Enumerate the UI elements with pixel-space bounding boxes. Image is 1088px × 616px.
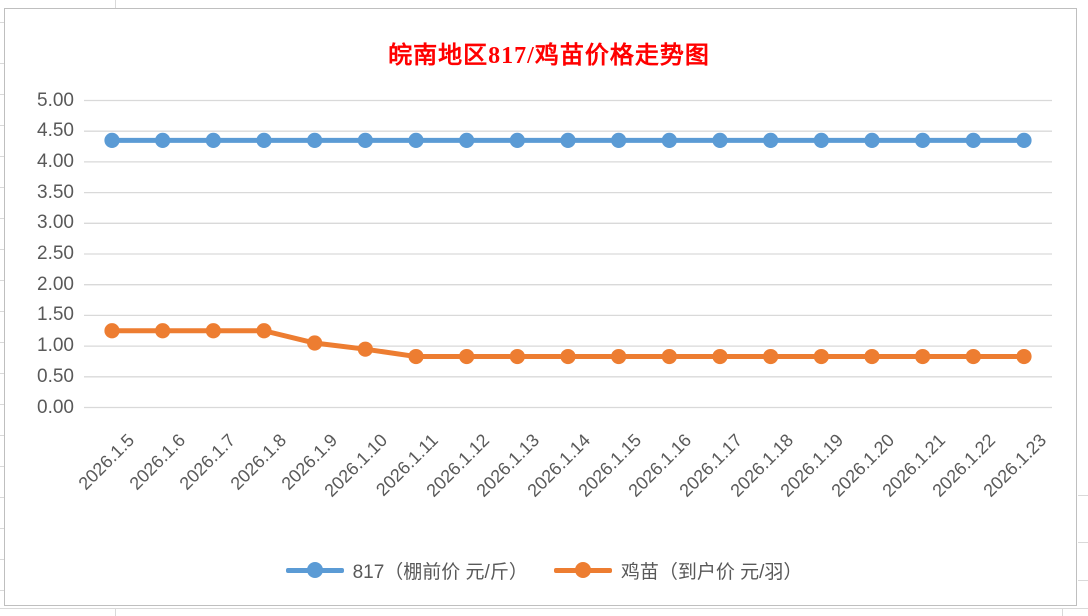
series-marker[interactable] <box>155 132 171 149</box>
series-marker[interactable] <box>864 132 880 149</box>
chart-title: 皖南地区817/鸡苗价格走势图 <box>388 43 710 69</box>
y-axis-tick-label: 4.50 <box>37 120 74 142</box>
series-marker[interactable] <box>1016 132 1032 149</box>
series-marker[interactable] <box>1016 348 1032 365</box>
cell-gridline <box>0 63 4 64</box>
series-marker[interactable] <box>965 132 981 149</box>
legend-marker-jimiao-line-icon <box>553 562 612 578</box>
y-axis-tick-label: 0.50 <box>37 365 74 387</box>
cell-gridline <box>0 156 4 157</box>
series-marker[interactable] <box>864 348 880 365</box>
cell-gridline <box>0 466 4 467</box>
cell-gridline <box>0 125 4 126</box>
cell-gridline <box>0 373 4 374</box>
y-axis-tick-label: 4.00 <box>37 150 74 172</box>
series-marker[interactable] <box>357 341 373 357</box>
series-marker[interactable] <box>763 132 779 149</box>
series-marker[interactable] <box>965 348 981 365</box>
cell-gridline <box>0 404 4 405</box>
cell-gridline <box>1078 580 1088 581</box>
cell-gridline <box>115 0 116 8</box>
series-marker[interactable] <box>155 323 171 339</box>
series-marker[interactable] <box>256 132 272 149</box>
y-axis-tick-label: 2.00 <box>37 273 74 295</box>
series-marker[interactable] <box>104 132 120 149</box>
cell-gridline <box>0 311 4 312</box>
series-marker[interactable] <box>813 348 829 365</box>
cell-gridline <box>115 608 116 616</box>
y-axis-tick-label: 5.00 <box>37 89 74 111</box>
series-marker[interactable] <box>408 132 424 149</box>
chart-legend: 817（棚前价 元/斤） 鸡苗（到户价 元/羽） <box>0 556 1088 584</box>
series-marker[interactable] <box>459 348 475 365</box>
series-marker[interactable] <box>712 348 728 365</box>
series-marker[interactable] <box>712 132 728 149</box>
series-marker[interactable] <box>104 323 120 339</box>
y-axis-tick-label: 2.50 <box>37 243 74 264</box>
series-marker[interactable] <box>560 348 576 365</box>
cell-gridline <box>0 94 4 95</box>
cell-gridline <box>0 528 4 529</box>
series-marker[interactable] <box>611 132 627 149</box>
series-marker[interactable] <box>509 348 525 365</box>
cell-gridline <box>0 608 1088 609</box>
cell-gridline <box>0 218 4 219</box>
legend-label-817: 817（棚前价 元/斤） <box>352 561 528 583</box>
cell-gridline <box>0 559 4 560</box>
cell-gridline <box>0 590 4 591</box>
series-marker[interactable] <box>509 132 525 149</box>
series-marker[interactable] <box>763 348 779 365</box>
legend-marker-817-line-icon <box>285 562 344 578</box>
cell-gridline <box>0 22 4 23</box>
series-marker[interactable] <box>915 132 931 149</box>
y-axis-tick-label: 0.00 <box>37 396 74 418</box>
series-marker[interactable] <box>205 132 221 149</box>
series-marker[interactable] <box>256 323 272 339</box>
series-marker[interactable] <box>408 348 424 365</box>
series-marker[interactable] <box>611 348 627 365</box>
legend-item-jimiao[interactable]: 鸡苗（到户价 元/羽） <box>553 557 803 584</box>
cell-gridline <box>0 249 4 250</box>
series-marker[interactable] <box>661 348 677 365</box>
cell-gridline <box>0 187 4 188</box>
cell-gridline <box>0 497 4 498</box>
legend-label-jimiao: 鸡苗（到户价 元/羽） <box>620 561 803 583</box>
y-axis-tick-label: 1.00 <box>37 335 74 357</box>
legend-dot-icon <box>306 562 323 578</box>
legend-item-817[interactable]: 817（棚前价 元/斤） <box>285 557 528 584</box>
cell-gridline <box>0 280 4 281</box>
series-marker[interactable] <box>661 132 677 149</box>
legend-dot-icon <box>574 562 591 578</box>
y-axis-tick-label: 3.50 <box>37 181 74 203</box>
cell-gridline <box>1062 608 1063 616</box>
cell-gridline <box>0 435 4 436</box>
series-marker[interactable] <box>813 132 829 149</box>
series-marker[interactable] <box>205 323 221 339</box>
series-marker[interactable] <box>357 132 373 149</box>
y-axis-tick-label: 3.00 <box>37 212 74 234</box>
y-axis-tick-label: 1.50 <box>37 304 74 326</box>
series-marker[interactable] <box>459 132 475 149</box>
series-marker[interactable] <box>560 132 576 149</box>
cell-gridline <box>1078 495 1088 496</box>
series-marker[interactable] <box>307 132 323 149</box>
chart-area[interactable]: 皖南地区817/鸡苗价格走势图 <box>4 8 1077 606</box>
series-marker[interactable] <box>915 348 931 365</box>
cell-gridline <box>0 342 4 343</box>
series-marker[interactable] <box>307 335 323 351</box>
cell-gridline <box>1078 542 1088 543</box>
